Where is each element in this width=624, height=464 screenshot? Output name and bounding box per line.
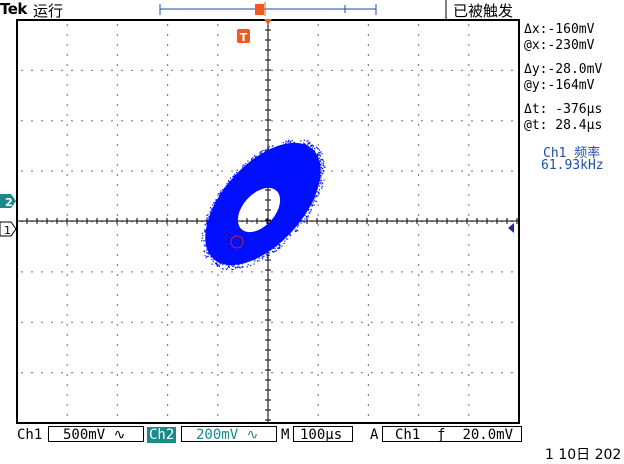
measurement-value: 61.93kHz (541, 158, 604, 173)
trigger-marker-label: T (240, 31, 248, 44)
coupling-icon: ∿ (114, 427, 126, 443)
bottom-status-bar: Ch1 500mV ∿ Ch2 200mV ∿ M 100µs A Ch1 ƒ … (0, 425, 624, 445)
ch1-scale-box[interactable]: 500mV ∿ (48, 426, 144, 442)
date-display: 1 10日 202 (545, 444, 621, 464)
readout-dy: Δy:-28.0mV (524, 62, 602, 77)
timebase-label: M (281, 427, 289, 443)
svg-text:2: 2 (5, 196, 13, 209)
ch1-marker[interactable]: 1 (0, 222, 16, 237)
ch2-scale-box[interactable]: 200mV ∿ (181, 426, 277, 442)
ch1-label[interactable]: Ch1 (17, 427, 42, 443)
ch2-label[interactable]: Ch2 (147, 427, 176, 443)
svg-text:1: 1 (4, 224, 11, 237)
graticule (17, 20, 519, 423)
ch2-marker[interactable]: 2 (0, 194, 16, 209)
readout-ay: @y:-164mV (524, 78, 594, 93)
rising-edge-icon: ƒ (437, 427, 445, 443)
trigger-mode: A (370, 427, 378, 443)
timebase-box[interactable]: 100µs (293, 426, 353, 442)
readout-dt: Δt: -376µs (524, 102, 602, 117)
xy-trace (201, 140, 325, 271)
record-length-bar (160, 2, 376, 16)
readout-at: @t: 28.4µs (524, 118, 602, 133)
trigger-box[interactable]: Ch1 ƒ 20.0mV (382, 426, 522, 442)
horizontal-position-marker[interactable] (508, 223, 514, 233)
readout-ax: @x:-230mV (524, 38, 594, 53)
coupling-icon: ∿ (247, 427, 259, 443)
readout-dx: Δx:-160mV (524, 22, 594, 37)
